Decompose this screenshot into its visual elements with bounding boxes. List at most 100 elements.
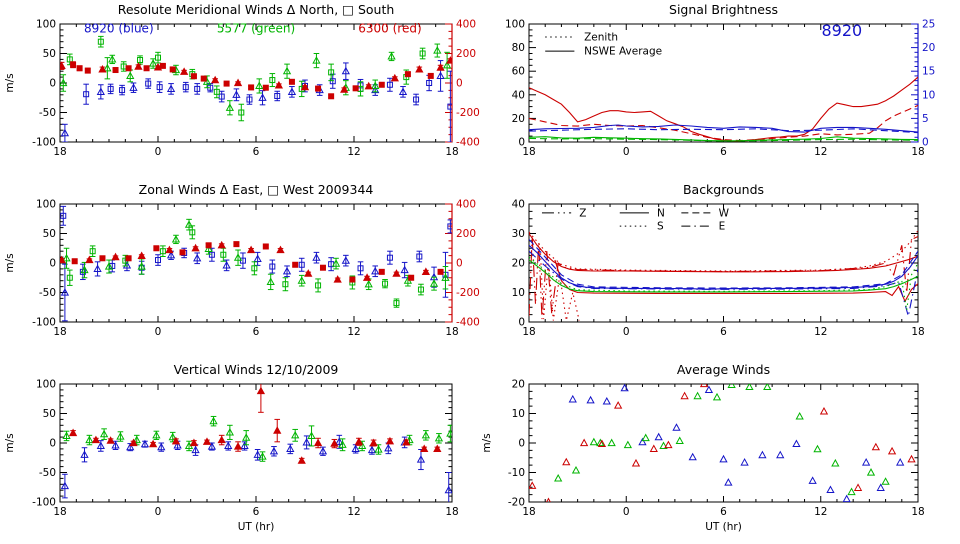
- marker-triangle: [704, 385, 714, 393]
- marker-triangle: [222, 260, 231, 269]
- marker-square: [274, 92, 281, 99]
- marker-triangle: [776, 450, 785, 459]
- marker-square: [426, 80, 433, 86]
- panel-brightness: Signal Brightness 18 0 6 12 18 0 20 40 60 80 100 0 5 1…: [480, 0, 960, 180]
- marker-triangle: [307, 431, 316, 440]
- marker-triangle: [433, 444, 442, 452]
- marker-triangle: [371, 266, 380, 275]
- marker-triangle: [91, 435, 101, 444]
- legend-label: W: [719, 207, 730, 219]
- marker-triangle: [282, 66, 292, 75]
- marker-triangle: [446, 56, 452, 64]
- marker-square: [66, 56, 73, 63]
- marker-triangle: [672, 423, 681, 431]
- series-line: [554, 259, 918, 303]
- x-tick-label: 18: [445, 326, 458, 338]
- marker-square: [328, 69, 335, 76]
- right-tick-label: 0: [456, 78, 463, 90]
- right-tick-label: -200: [456, 287, 480, 299]
- marker-triangle: [364, 279, 373, 288]
- series-6300: [60, 56, 452, 100]
- series-line: [529, 239, 918, 289]
- marker-square: [137, 56, 144, 63]
- marker-triangle: [434, 433, 444, 442]
- marker-triangle: [351, 444, 360, 452]
- marker-triangle: [693, 391, 702, 400]
- y-tick-label: -100: [32, 317, 56, 329]
- marker-triangle: [631, 458, 641, 467]
- marker-triangle: [207, 442, 217, 450]
- x-tick-label: 0: [155, 326, 162, 338]
- panel-average-plot: Average Winds 18 0 6 12 18 UT (hr) -20 -10 0 10 20 m…: [481, 362, 925, 533]
- marker-square: [223, 80, 230, 87]
- y-axis-label: m/s: [481, 433, 493, 452]
- marker-triangle: [60, 128, 70, 137]
- marker-triangle: [269, 446, 279, 455]
- series-5577: [60, 35, 452, 122]
- marker-triangle: [331, 259, 341, 267]
- y-tick-label: 20: [512, 258, 525, 270]
- series-8920: [60, 60, 452, 142]
- marker-square: [349, 276, 356, 283]
- x-tick-label: 6: [720, 326, 727, 338]
- marker-square: [416, 253, 423, 260]
- x-tick-label: 6: [253, 506, 260, 518]
- marker-square: [208, 251, 215, 258]
- panel-vertical: Vertical Winds 12/10/2009 18 0 6 12 18 UT (hr)…: [0, 360, 480, 540]
- series-5577: [554, 384, 890, 496]
- marker-square: [447, 103, 452, 110]
- marker-triangle: [232, 90, 241, 98]
- marker-triangle: [104, 262, 114, 270]
- legend-label: Z: [579, 207, 586, 219]
- marker-square: [408, 274, 415, 281]
- x-tick-label: 18: [53, 506, 66, 518]
- marker-triangle: [126, 442, 135, 451]
- marker-triangle: [442, 60, 452, 69]
- marker-triangle: [253, 450, 262, 458]
- marker-square: [155, 54, 161, 61]
- marker-square: [427, 72, 434, 79]
- marker-square: [125, 255, 132, 262]
- y-tick-label: 0: [518, 317, 525, 329]
- series-line: [529, 259, 918, 293]
- marker-triangle: [384, 443, 393, 452]
- right-tick-label: -400: [456, 137, 480, 149]
- marker-triangle: [85, 435, 94, 444]
- marker-triangle: [93, 264, 102, 272]
- marker-square: [70, 61, 77, 68]
- right-tick-label: 200: [456, 228, 476, 240]
- marker-triangle: [274, 80, 284, 89]
- marker-square: [282, 281, 289, 288]
- marker-triangle: [795, 412, 804, 420]
- series-line: [529, 76, 918, 142]
- right-tick-label: 20: [922, 42, 935, 54]
- marker-triangle: [126, 71, 135, 80]
- marker-square: [125, 65, 132, 72]
- marker-triangle: [371, 85, 380, 94]
- y-tick-label: 50: [43, 408, 56, 420]
- y-tick-label: -50: [39, 467, 56, 479]
- marker-square: [189, 229, 196, 236]
- right-tick-label: 25: [922, 19, 935, 31]
- marker-triangle: [137, 262, 146, 270]
- marker-triangle: [649, 444, 658, 452]
- marker-triangle: [148, 59, 158, 67]
- y-tick-label: -20: [508, 497, 525, 509]
- marker-triangle: [421, 430, 431, 439]
- marker-square: [352, 85, 359, 92]
- marker-triangle: [819, 406, 829, 415]
- marker-triangle: [318, 446, 328, 455]
- marker-triangle: [446, 429, 452, 437]
- y-tick-label: -50: [39, 107, 56, 119]
- panel-zonal-plot: Zonal Winds Δ East, □ West 2009344 18 0 6 12…: [4, 182, 493, 338]
- marker-square: [378, 81, 385, 88]
- marker-triangle: [246, 245, 256, 254]
- marker-triangle: [680, 391, 689, 400]
- marker-square: [246, 96, 253, 103]
- marker-triangle: [173, 440, 182, 449]
- panel-vertical-plot: Vertical Winds 12/10/2009 18 0 6 12 18 UT (hr)…: [4, 362, 459, 533]
- marker-triangle: [727, 384, 736, 388]
- legend-label: N: [657, 207, 665, 219]
- marker-triangle: [258, 93, 267, 101]
- series-5577: [62, 415, 452, 462]
